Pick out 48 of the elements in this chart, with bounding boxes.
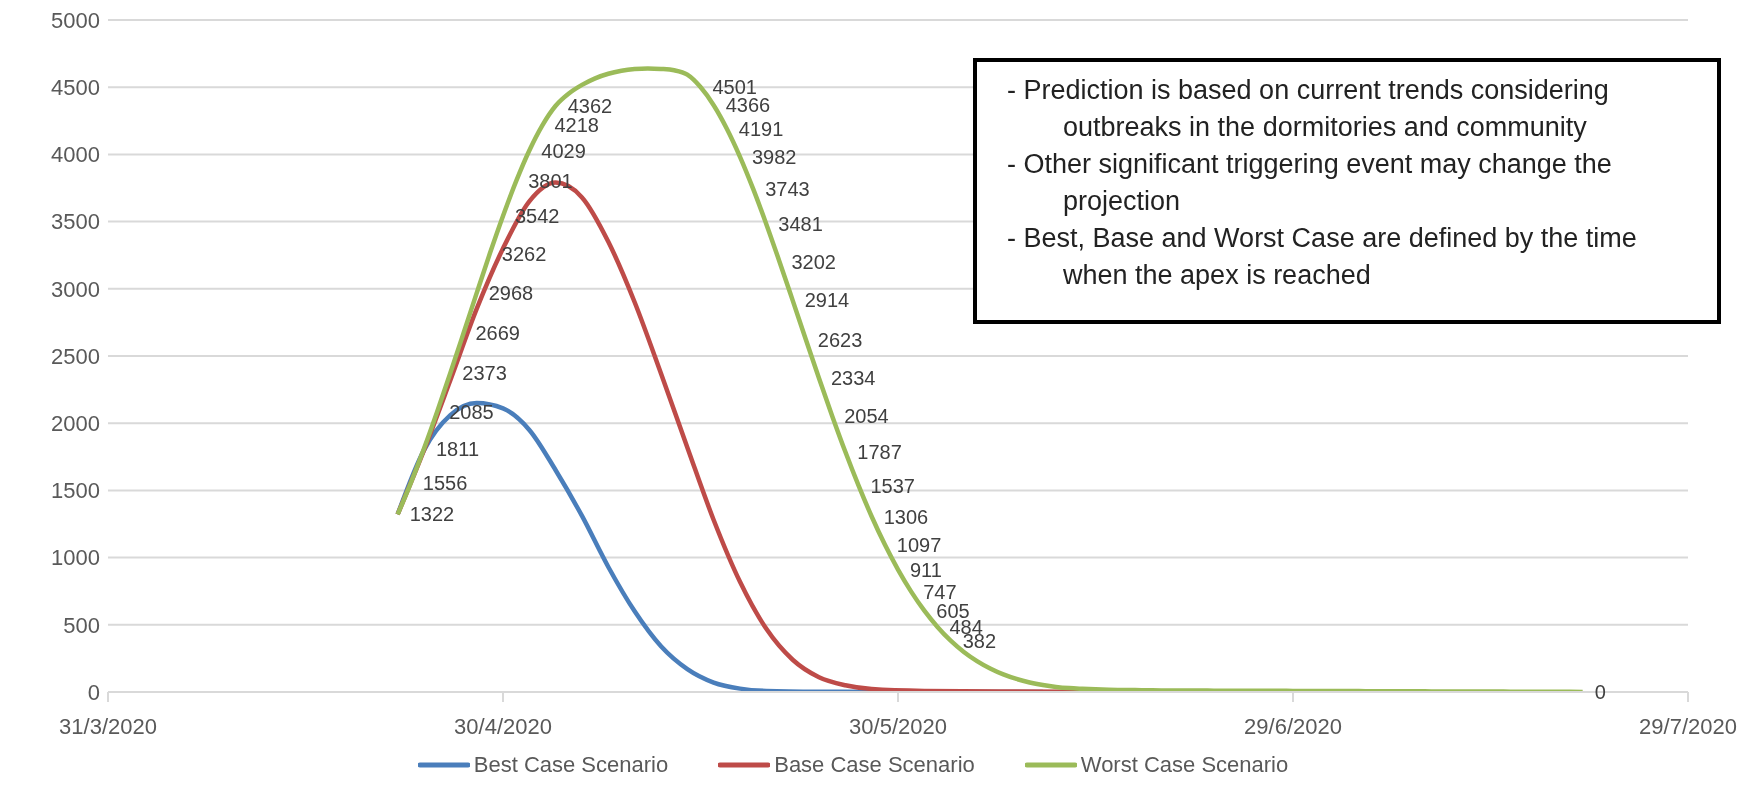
legend-label: Base Case Scenario — [774, 752, 975, 778]
y-tick-label: 3500 — [51, 209, 100, 235]
y-tick-label: 5000 — [51, 7, 100, 33]
data-label: 1322 — [409, 503, 455, 526]
data-label: 4029 — [541, 139, 586, 162]
y-tick-label: 2500 — [51, 343, 100, 369]
y-tick-label: 0 — [87, 679, 100, 705]
x-tick-label: 29/6/2020 — [1244, 713, 1342, 739]
x-tick-label: 30/5/2020 — [849, 713, 947, 739]
y-tick-label: 4000 — [51, 142, 100, 168]
data-label: 2054 — [844, 405, 889, 428]
annotation: - Best, Base and Worst Case are defined by the time when the apex is reached — [1007, 222, 1638, 292]
data-label: 3982 — [752, 145, 797, 168]
x-tick-label: 31/3/2020 — [59, 713, 157, 739]
annotation: - Other significant triggering event may change the projection — [1007, 148, 1613, 218]
legend-label: Best Case Scenario — [473, 752, 669, 778]
data-label: 2914 — [804, 289, 850, 312]
y-tick-label: 1000 — [51, 545, 100, 571]
y-tick-label: 500 — [63, 612, 100, 638]
y-tick-label: 2000 — [51, 411, 100, 437]
data-label: 3202 — [791, 250, 836, 273]
y-tick-label: 1500 — [51, 478, 100, 504]
data-label: 2669 — [475, 322, 520, 345]
data-label: 3743 — [765, 178, 810, 201]
data-label: 747 — [923, 580, 957, 603]
y-tick-label: 4500 — [51, 75, 100, 101]
data-label: 0 — [1594, 681, 1606, 704]
y-tick-label: 3000 — [51, 276, 100, 302]
legend-label: Worst Case Scenario — [1080, 752, 1289, 778]
data-label: 2334 — [831, 367, 876, 390]
data-label: 2373 — [462, 362, 507, 385]
data-label: 1097 — [896, 533, 942, 556]
data-label: 1787 — [857, 440, 902, 463]
annotation: - Prediction is based on current trends considering outbreaks in the dormitories and community — [1007, 74, 1610, 144]
x-tick-label: 30/4/2020 — [454, 713, 552, 739]
data-label: 1556 — [422, 471, 468, 494]
data-label: 3262 — [501, 242, 547, 265]
data-label: 911 — [910, 558, 942, 581]
data-label: 3481 — [778, 213, 823, 236]
data-label: 4218 — [554, 114, 599, 137]
data-label: 1811 — [436, 437, 480, 460]
data-label: 4362 — [567, 94, 613, 117]
data-label: 4191 — [738, 117, 784, 140]
data-label: 1306 — [883, 505, 929, 528]
data-label: 1537 — [870, 474, 915, 497]
data-label: 2623 — [817, 328, 863, 351]
data-label: 2968 — [488, 282, 534, 305]
x-tick-label: 29/7/2020 — [1639, 713, 1737, 739]
